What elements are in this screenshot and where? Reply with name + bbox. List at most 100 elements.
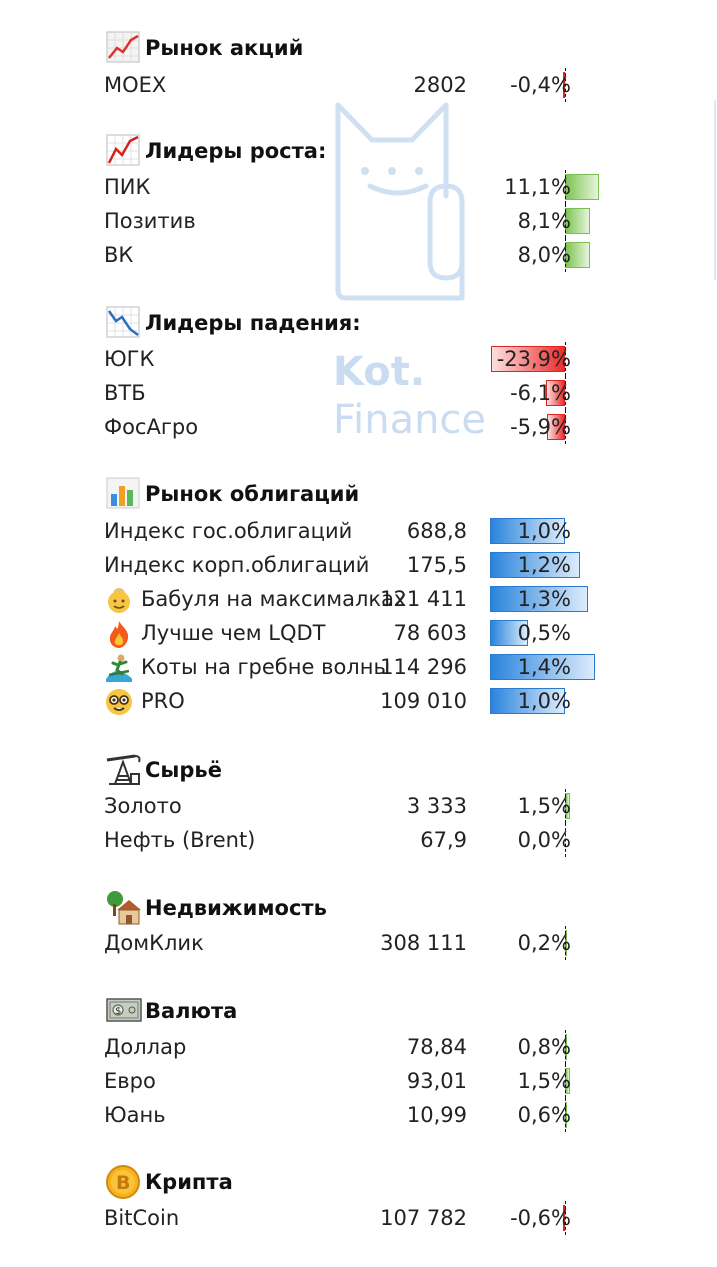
change-bar [565,242,590,268]
banknote-icon: $ [105,993,145,1029]
row-change: 1,2% [517,553,571,577]
table-row: MOEX 2802 -0,4% [0,68,717,102]
zero-axis [565,204,566,238]
change-bar [490,688,565,714]
svg-text:$: $ [115,1006,121,1017]
section-title: Недвижимость [145,896,327,920]
row-name: Индекс корп.облигаций [104,553,370,577]
row-name: ПИК [104,175,151,199]
surfer-emoji-icon [106,654,132,682]
zero-axis [565,1064,566,1098]
row-change: -0,6% [510,1206,571,1230]
table-row: ДомКлик 308 111 0,2% [0,926,717,960]
table-row: Бабуля на максималках 121 411 1,3% [0,582,717,616]
table-row: ФосАгро -5,9% [0,410,717,444]
table-row: Нефть (Brent) 67,9 0,0% [0,823,717,857]
change-bar [490,552,580,578]
row-value: 78 603 [393,621,467,645]
row-change: -6,1% [510,381,571,405]
row-change: 1,5% [517,1069,571,1093]
row-change: 8,1% [517,209,571,233]
row-name: Юань [104,1103,166,1127]
watermark-finance: Finance [333,397,487,443]
right-edge-divider [714,100,716,280]
row-value: 67,9 [420,828,467,852]
bitcoin-icon: B [105,1164,145,1200]
change-bar [490,620,528,646]
row-value: 121 411 [380,587,467,611]
row-change: 1,4% [517,655,571,679]
row-change: 1,5% [517,794,571,818]
row-name: Золото [104,794,182,818]
row-name: ВК [104,243,134,267]
svg-text:B: B [116,1172,130,1194]
table-row: Позитив 8,1% [0,204,717,238]
section-title: Рынок облигаций [145,482,360,506]
row-change: 8,0% [517,243,571,267]
row-name: PRO [141,689,185,713]
row-change: 0,8% [517,1035,571,1059]
change-bar [563,1205,565,1231]
row-value: 78,84 [406,1035,467,1059]
row-name: Лучше чем LQDT [141,621,326,645]
row-name: Коты на гребне волны [141,655,391,679]
change-bar [490,654,595,680]
zero-axis [565,410,566,444]
change-bar [563,72,565,98]
row-change: 11,1% [504,175,571,199]
row-value: 114 296 [380,655,467,679]
row-change: -5,9% [510,415,571,439]
section-title: Рынок акций [145,36,304,60]
change-bar [490,586,588,612]
row-change: 0,0% [517,828,571,852]
row-name: Доллар [104,1035,187,1059]
zero-axis [565,376,566,410]
table-row: BitCoin 107 782 -0,6% [0,1201,717,1235]
table-row: Индекс корп.облигаций 175,5 1,2% [0,548,717,582]
section-title: Сырьё [145,758,222,782]
row-name: ФосАгро [104,415,199,439]
table-row: ВТБ -6,1% [0,376,717,410]
change-bar [547,414,565,440]
change-bar [546,380,565,406]
table-row: Юань 10,99 0,6% [0,1098,717,1132]
change-bar [491,346,565,372]
section-header: Лидеры падения: [105,305,361,341]
change-bar [565,174,599,200]
table-row: ЮГК -23,9% [0,342,717,376]
row-change: -0,4% [510,73,571,97]
row-name: MOEX [104,73,167,97]
row-change: 1,0% [517,689,571,713]
section-header: $ Валюта [105,993,237,1029]
section-header: Рынок акций [105,30,303,66]
table-row: Коты на гребне волны 114 296 1,4% [0,650,717,684]
grandma-emoji-icon [108,588,130,613]
section-header: B Крипта [105,1164,233,1200]
section-title: Лидеры роста: [145,139,327,163]
zero-axis [565,1030,566,1064]
row-change: 1,3% [517,587,571,611]
section-header: Рынок облигаций [105,476,359,512]
row-change: 0,2% [517,931,571,955]
table-row: Индекс гос.облигаций 688,8 1,0% [0,514,717,548]
row-value: 109 010 [380,689,467,713]
section-title: Валюта [145,999,238,1023]
zero-axis [565,823,566,857]
zero-axis [565,1098,566,1132]
table-row: PRO 109 010 1,0% [0,684,717,718]
row-name: ВТБ [104,381,146,405]
row-value: 10,99 [406,1103,467,1127]
row-name: ЮГК [104,347,155,371]
row-name: Позитив [104,209,196,233]
zero-axis [565,1201,566,1235]
section-title: Крипта [145,1170,233,1194]
table-row: Золото 3 333 1,5% [0,789,717,823]
row-change: 0,6% [517,1103,571,1127]
table-row: Доллар 78,84 0,8% [0,1030,717,1064]
row-value: 93,01 [406,1069,467,1093]
row-value: 3 333 [406,794,467,818]
chart-up-icon [105,133,145,169]
row-name: Нефть (Brent) [104,828,256,852]
oil-pump-icon [105,752,145,788]
zero-axis [565,68,566,102]
